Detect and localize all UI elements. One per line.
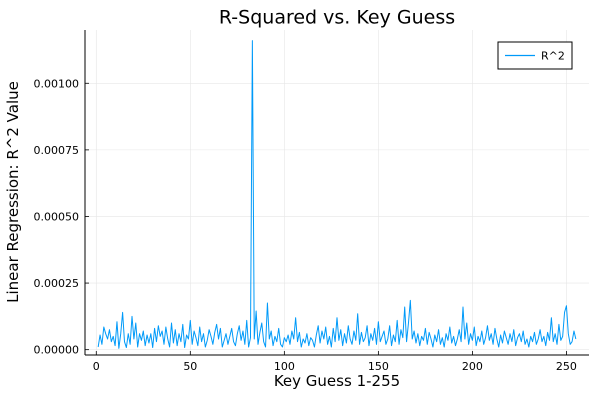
x-ticks: 0 50 100 150 200 250	[93, 351, 577, 373]
x-tick-label: 50	[183, 360, 197, 373]
y-tick-label: 0.00000	[34, 344, 80, 357]
grid	[85, 30, 589, 355]
legend-label: R^2	[541, 50, 565, 63]
y-ticks: 0.00000 0.00025 0.00050 0.00075 0.00100	[34, 77, 89, 357]
chart-title: R-Squared vs. Key Guess	[219, 7, 455, 29]
series-line-r-squared	[97, 40, 577, 349]
x-tick-label: 100	[274, 360, 295, 373]
axes	[84, 30, 589, 356]
x-tick-label: 250	[556, 360, 577, 373]
x-tick-label: 0	[93, 360, 100, 373]
series-layer	[97, 40, 577, 349]
y-tick-label: 0.00075	[34, 144, 80, 157]
legend: R^2	[497, 41, 573, 70]
y-tick-label: 0.00050	[34, 210, 80, 223]
y-tick-label: 0.00025	[34, 277, 80, 290]
x-axis-title: Key Guess 1-255	[274, 372, 400, 390]
y-axis-title: Linear Regression: R^2 Value	[4, 81, 22, 303]
y-tick-label: 0.00100	[34, 77, 80, 90]
x-tick-label: 200	[462, 360, 483, 373]
x-tick-label: 150	[368, 360, 389, 373]
